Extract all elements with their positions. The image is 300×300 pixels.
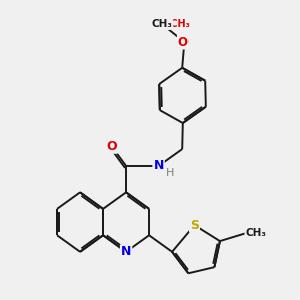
Text: H: H (166, 168, 174, 178)
Text: O: O (106, 140, 117, 153)
Text: S: S (190, 219, 199, 232)
Text: N: N (121, 245, 131, 258)
Text: OCH₃: OCH₃ (162, 19, 190, 29)
Text: CH₃: CH₃ (245, 228, 266, 239)
Text: N: N (153, 159, 164, 172)
Text: O: O (178, 35, 188, 49)
Text: CH₃: CH₃ (152, 19, 173, 29)
Text: O: O (180, 37, 189, 47)
